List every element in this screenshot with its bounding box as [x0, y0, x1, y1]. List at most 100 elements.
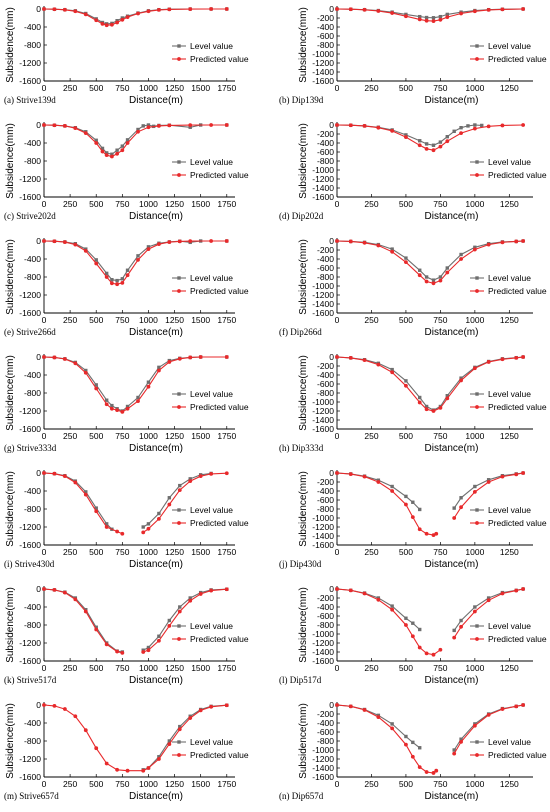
x-tick-label: 0	[42, 315, 47, 325]
legend-predicted-marker	[177, 289, 181, 293]
predicted-value-point	[136, 129, 140, 134]
legend-predicted-marker	[475, 637, 479, 641]
level-value-point	[390, 604, 394, 608]
predicted-value-point	[224, 123, 229, 127]
predicted-value-point	[120, 410, 125, 414]
level-value-point	[404, 494, 408, 499]
x-tick-label: 500	[89, 315, 103, 325]
y-tick-label: -1200	[19, 638, 41, 648]
predicted-value-point	[73, 361, 78, 366]
predicted-value-point	[188, 239, 193, 243]
level-value-point	[178, 483, 182, 488]
y-tick-label: -1200	[19, 754, 41, 764]
predicted-value-point	[94, 386, 99, 391]
x-tick-label: 1000	[139, 315, 158, 325]
predicted-value-point	[209, 472, 214, 476]
x-tick-label: 1000	[139, 547, 158, 557]
predicted-value-point	[514, 588, 519, 593]
legend-level-marker	[177, 624, 181, 628]
predicted-value-point	[62, 707, 67, 711]
predicted-value-point	[362, 124, 367, 128]
level-value-point	[459, 126, 463, 130]
y-tick-label: -800	[24, 736, 41, 746]
x-tick-label: 1500	[191, 199, 210, 209]
predicted-value-point	[146, 9, 151, 14]
y-tick-label: -1600	[312, 656, 334, 666]
level-value-point	[390, 247, 394, 251]
predicted-value-point	[472, 490, 477, 494]
legend-predicted-marker	[177, 173, 181, 177]
predicted-value-point	[115, 408, 120, 412]
x-tick-label: 0	[42, 83, 47, 93]
y-tick-label: -1400	[312, 67, 334, 77]
predicted-value-point	[500, 474, 505, 479]
predicted-value-point	[376, 715, 381, 720]
predicted-value-point	[198, 592, 203, 596]
legend-level-label: Level value	[190, 505, 233, 515]
panel-caption: (f) Dip266d	[279, 327, 322, 337]
predicted-value-point	[500, 7, 505, 12]
x-tick-label: 500	[399, 315, 413, 325]
y-tick-label: -600	[317, 611, 334, 621]
predicted-value-point	[209, 7, 214, 11]
level-value-point	[110, 152, 114, 156]
y-tick-label: -600	[317, 379, 334, 389]
y-tick-label: -1600	[312, 540, 334, 550]
legend-level-marker	[475, 624, 479, 628]
level-value-point	[459, 496, 463, 500]
y-tick-label: -1200	[312, 290, 334, 300]
predicted-value-point	[224, 471, 229, 476]
x-tick-label: 0	[335, 547, 340, 557]
predicted-value-point	[424, 770, 429, 774]
y-tick-label: -400	[317, 22, 334, 32]
predicted-value-point	[94, 746, 99, 751]
x-tick-label: 1500	[191, 547, 210, 557]
legend-level-marker	[177, 160, 181, 164]
y-tick-label: -800	[317, 388, 334, 398]
predicted-value-point	[417, 765, 422, 769]
predicted-value-point	[404, 135, 408, 140]
level-value-point	[125, 138, 130, 142]
predicted-value-point	[424, 407, 429, 412]
legend-level-label: Level value	[190, 273, 233, 283]
y-tick-label: -1000	[312, 397, 334, 407]
x-tick-label: 1000	[465, 83, 484, 93]
level-value-point	[390, 484, 394, 489]
legend-predicted-label: Predicted value	[488, 286, 547, 296]
legend-predicted-marker	[475, 289, 479, 293]
level-value-point	[431, 278, 436, 282]
x-tick-label: 500	[89, 663, 103, 673]
predicted-value-point	[404, 14, 408, 19]
legend-level-marker	[475, 508, 479, 512]
legend-level-label: Level value	[190, 41, 233, 51]
predicted-value-point	[136, 11, 140, 16]
x-tick-label: 1250	[165, 431, 184, 441]
x-tick-label: 1250	[500, 663, 519, 673]
level-value-point	[486, 596, 491, 600]
x-tick-label: 250	[364, 779, 378, 789]
y-tick-label: -1200	[312, 638, 334, 648]
x-tick-label: 1750	[217, 199, 236, 209]
predicted-value-point	[390, 489, 395, 493]
predicted-value-point	[104, 23, 109, 28]
y-tick-label: -800	[317, 620, 334, 630]
y-tick-label: -1600	[19, 76, 41, 86]
predicted-value-point	[167, 502, 172, 507]
predicted-value-point	[410, 634, 415, 639]
predicted-value-point	[431, 281, 436, 286]
x-tick-label: 500	[89, 199, 103, 209]
y-tick-label: -1400	[312, 531, 334, 541]
predicted-value-point	[472, 126, 477, 131]
predicted-value-point	[486, 713, 491, 717]
legend-predicted-marker	[177, 753, 181, 757]
y-tick-label: 0	[36, 468, 41, 478]
predicted-value-point	[188, 355, 193, 360]
y-tick-label: -1000	[312, 745, 334, 755]
level-value-point	[480, 123, 484, 128]
y-tick-label: 0	[36, 352, 41, 362]
predicted-value-point	[177, 356, 182, 361]
predicted-value-point	[42, 587, 46, 591]
predicted-value-point	[431, 409, 436, 413]
